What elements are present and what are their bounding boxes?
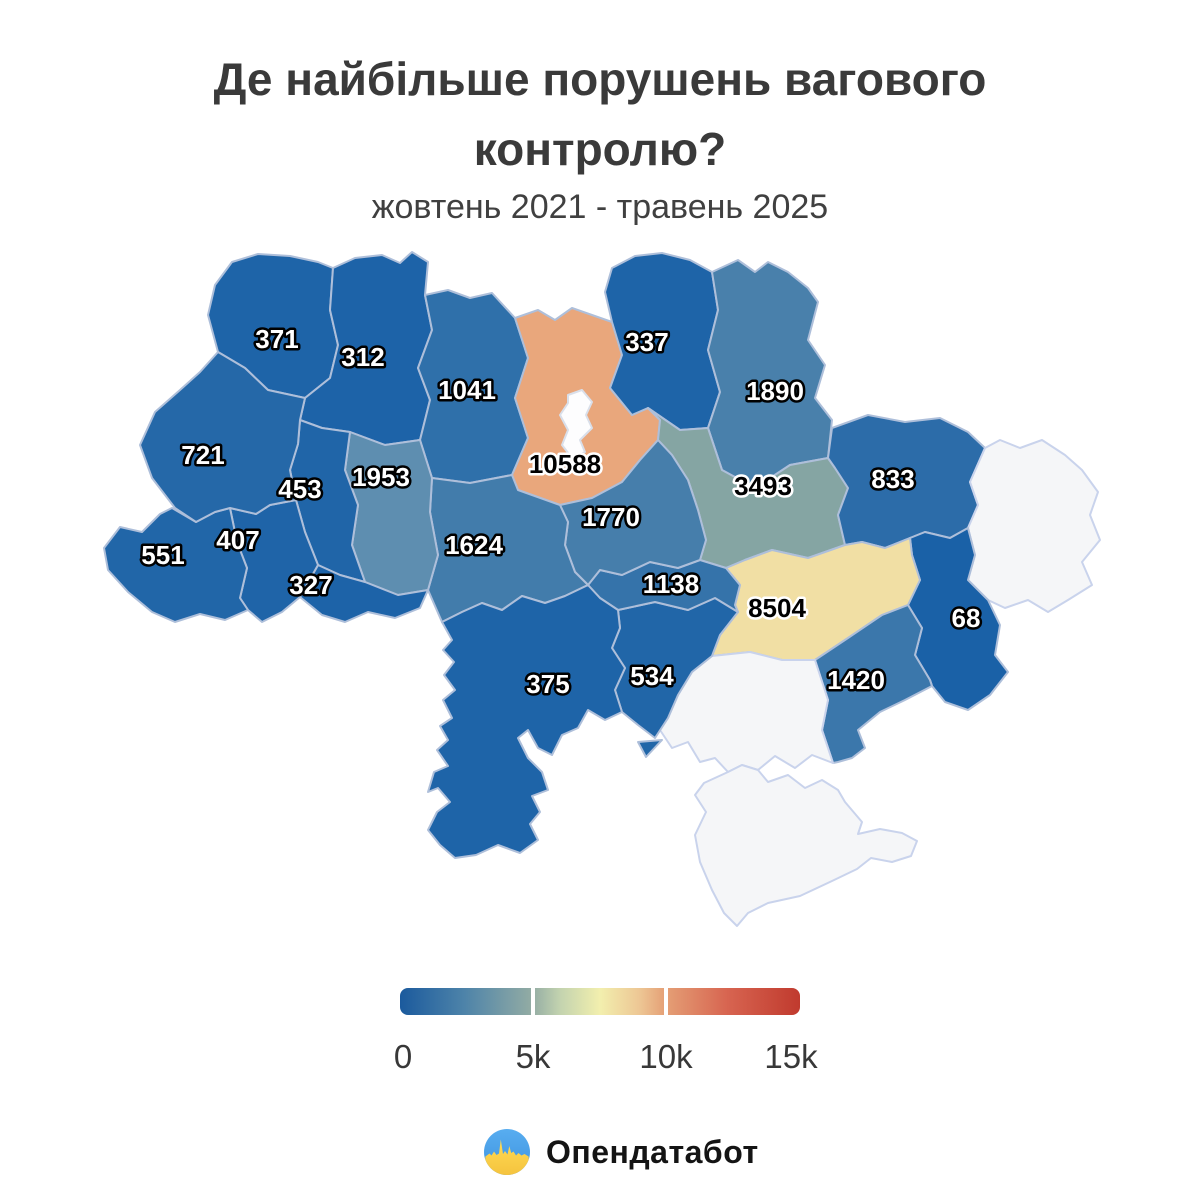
page-title: Де найбільше порушень вагового контролю? [0,44,1200,184]
legend-tick-5k: 5k [515,1038,551,1075]
opendatabot-logo-icon [484,1129,530,1175]
map-value-labels: 371 312 1041 10588 337 1890 721 453 1953 1624 1770… [139,322,983,702]
region-crimea [694,764,918,927]
value-label-chernihiv: 337 [625,327,668,357]
region-kyiv-city [559,389,593,459]
legend-tick-10k: 10k [639,1038,693,1075]
region-odesa [427,584,626,859]
brand-footer: Опендатабот [484,1129,759,1175]
value-label-ternopil: 453 [278,474,321,504]
value-label-poltava: 3493 [734,471,792,501]
value-label-mykolaiv: 534 [630,661,674,691]
region-chernivtsi [299,564,429,623]
region-lviv [139,351,306,523]
value-label-kharkiv: 833 [871,464,914,494]
value-label-rivne: 312 [341,342,384,372]
value-label-sumy: 1890 [746,376,804,406]
value-label-kyiv-oblast: 10588 [529,449,601,479]
region-sumy [707,259,833,489]
value-label-odesa: 375 [526,669,569,699]
legend-tick-0: 0 [393,1038,413,1075]
value-label-khmelnytskyi: 1953 [352,462,410,492]
value-label-kirovohrad: 1138 [643,569,699,599]
region-kinburn-spit [637,739,663,758]
value-label-volyn: 371 [255,324,298,354]
legend-tick-15k: 15k [764,1038,818,1075]
value-label-dnipropetrovsk: 8504 [748,593,806,623]
value-label-ivano-frankivsk: 407 [216,525,259,555]
value-label-cherkasy: 1770 [582,502,640,532]
value-label-donetsk: 68 [952,603,981,633]
map-regions [103,251,1101,927]
legend-colorbar [400,988,800,1015]
value-label-zhytomyr: 1041 [438,375,496,405]
value-label-zaporizhzhia: 1420 [827,665,885,695]
legend-divider-1 [531,986,535,1017]
value-label-lviv: 721 [181,440,224,470]
subtitle: жовтень 2021 - травень 2025 [371,188,829,226]
region-luhansk [967,439,1101,613]
legend-divider-2 [664,986,668,1017]
region-zakarpattia [103,507,249,623]
brand-name: Опендатабот [546,1133,759,1170]
value-label-vinnytsia: 1624 [445,530,503,560]
value-label-chernivtsi: 327 [289,570,332,600]
value-label-zakarpattia: 551 [141,540,184,570]
page-title-text: Де найбільше порушень вагового контролю? [213,53,987,175]
